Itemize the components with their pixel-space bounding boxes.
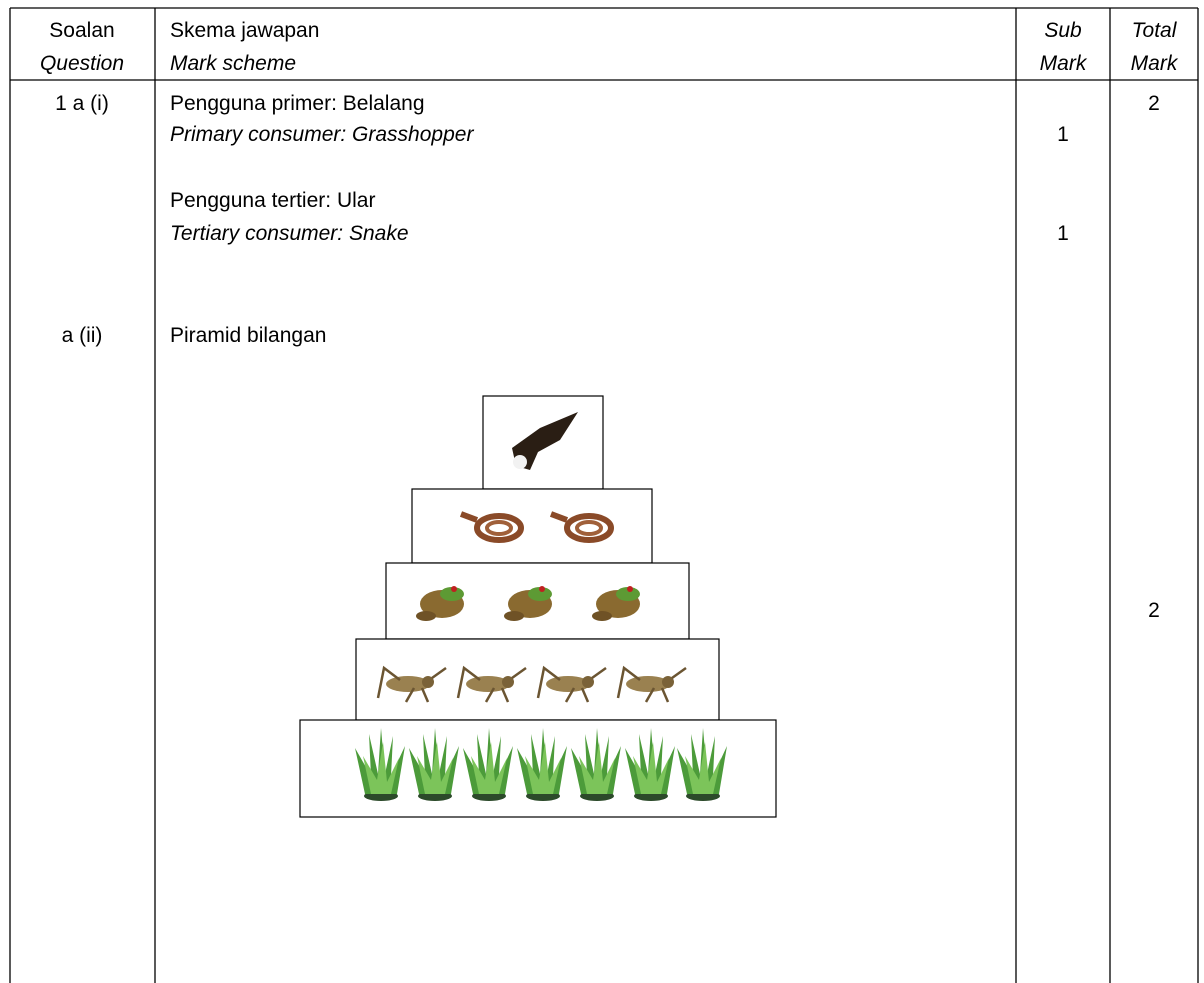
pyramid <box>299 395 777 818</box>
answer: Pengguna tertier: Ular <box>170 189 375 212</box>
answer: Tertiary consumer: Snake <box>170 222 409 245</box>
question: 1 a (i) <box>55 92 109 115</box>
header: Mark <box>1040 52 1088 75</box>
header: Question <box>40 52 124 75</box>
total-mark: 2 <box>1148 92 1160 115</box>
answer: Pengguna primer: Belalang <box>170 92 425 115</box>
question: a (ii) <box>62 324 103 347</box>
total-mark: 2 <box>1148 599 1160 622</box>
sub-mark: 1 <box>1057 123 1069 146</box>
answer: Primary consumer: Grasshopper <box>170 123 474 146</box>
header: Total <box>1132 19 1178 42</box>
header: Skema jawapan <box>170 19 319 42</box>
answer: Piramid bilangan <box>170 324 326 347</box>
header: Mark scheme <box>170 52 296 75</box>
sub-mark: 1 <box>1057 222 1069 245</box>
header: Mark <box>1131 52 1179 75</box>
header: Sub <box>1044 19 1082 42</box>
header: Soalan <box>49 19 114 42</box>
